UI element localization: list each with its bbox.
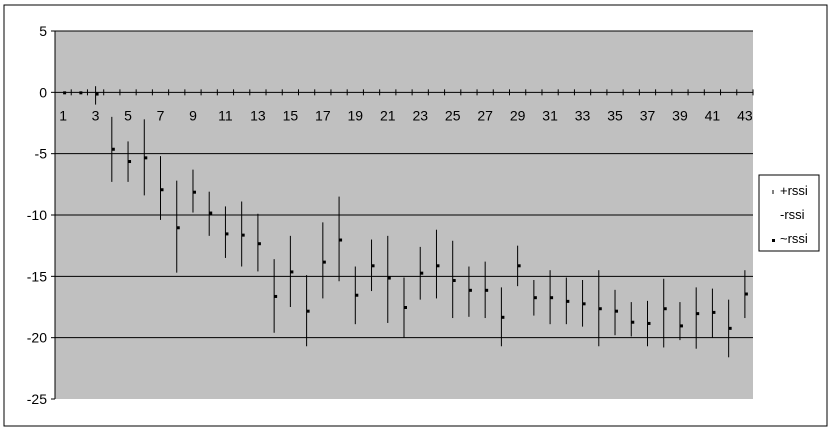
x-tick-label: 11 <box>218 107 233 123</box>
close-marker <box>647 321 651 325</box>
close-marker <box>501 315 505 319</box>
close-marker <box>696 312 700 316</box>
close-marker <box>274 294 278 298</box>
x-tick-label: 31 <box>542 107 558 123</box>
close-marker <box>128 160 132 164</box>
close-marker <box>290 270 294 274</box>
close-marker <box>95 92 99 96</box>
x-tick-label: 1 <box>59 107 67 123</box>
legend-item-close: ~rssi <box>772 231 808 246</box>
close-marker <box>241 233 245 237</box>
x-tick-label: 33 <box>575 107 591 123</box>
close-marker <box>225 232 229 236</box>
close-marker <box>209 211 213 215</box>
close-marker <box>728 326 732 330</box>
close-marker <box>387 276 391 280</box>
x-tick-label: 7 <box>157 107 165 123</box>
close-marker <box>582 302 586 306</box>
legend-close-icon <box>772 239 775 242</box>
y-axis-labels: 5 0 -5 -10 -15 -20 -25 <box>27 23 47 407</box>
close-marker <box>322 260 326 264</box>
close-marker <box>111 147 115 151</box>
legend: +rssi -rssi ~rssi <box>758 174 820 252</box>
close-marker <box>452 279 456 283</box>
y-tick-label: -5 <box>35 146 48 162</box>
y-tick-label: 0 <box>39 84 47 100</box>
legend-close-label: ~rssi <box>780 231 808 246</box>
close-marker <box>144 156 148 160</box>
y-tick-label: -25 <box>27 391 47 407</box>
legend-low-label: -rssi <box>780 207 805 222</box>
close-marker <box>436 264 440 268</box>
close-marker <box>420 271 424 275</box>
x-tick-label: 23 <box>412 107 428 123</box>
close-marker <box>192 190 196 194</box>
legend-high-label: +rssi <box>780 183 808 198</box>
x-tick-label: 15 <box>283 107 299 123</box>
legend-item-high: +rssi <box>772 183 808 198</box>
x-tick-label: 13 <box>250 107 266 123</box>
x-tick-label: 17 <box>315 107 331 123</box>
close-marker <box>160 188 164 192</box>
x-tick-label: 41 <box>705 107 721 123</box>
close-marker <box>339 238 343 242</box>
y-tick-label: -15 <box>27 268 47 284</box>
x-tick-label: 19 <box>348 107 364 123</box>
close-marker <box>566 299 570 303</box>
x-tick-label: 27 <box>477 107 493 123</box>
close-marker <box>371 264 375 268</box>
legend-box <box>758 174 820 252</box>
close-marker <box>744 292 748 296</box>
close-marker <box>176 226 180 230</box>
x-tick-label: 3 <box>92 107 100 123</box>
x-tick-label: 21 <box>380 107 396 123</box>
x-axis <box>54 89 754 96</box>
x-tick-label: 35 <box>607 107 623 123</box>
close-marker <box>79 91 83 95</box>
x-tick-label: 25 <box>445 107 461 123</box>
x-tick-label: 37 <box>640 107 656 123</box>
close-marker <box>631 320 635 324</box>
x-tick-label: 9 <box>189 107 197 123</box>
close-marker <box>468 288 472 292</box>
close-marker <box>257 242 261 246</box>
x-axis-labels: 1 3 5 7 9 11 13 15 17 19 21 23 25 27 29 31 33 35 37 39 41 43 <box>59 107 753 123</box>
close-marker <box>550 296 554 300</box>
close-marker <box>517 264 521 268</box>
close-marker <box>615 309 619 313</box>
close-marker <box>404 306 407 309</box>
close-marker <box>355 293 359 297</box>
y-tick-label: -10 <box>27 207 47 223</box>
close-marker <box>663 307 667 311</box>
y-tick-label: 5 <box>39 23 47 39</box>
close-marker <box>598 307 602 311</box>
x-tick-label: 29 <box>510 107 526 123</box>
close-marker <box>306 309 310 313</box>
close-marker <box>63 91 67 95</box>
data-marks <box>63 86 748 358</box>
legend-item-low: -rssi <box>780 207 805 222</box>
x-tick-label: 39 <box>672 107 688 123</box>
x-tick-label: 43 <box>737 107 753 123</box>
y-tick-label: -20 <box>27 330 47 346</box>
close-marker <box>485 288 489 292</box>
close-marker <box>679 324 683 328</box>
x-tick-label: 5 <box>124 107 132 123</box>
close-marker <box>712 310 716 314</box>
close-marker <box>533 296 537 300</box>
